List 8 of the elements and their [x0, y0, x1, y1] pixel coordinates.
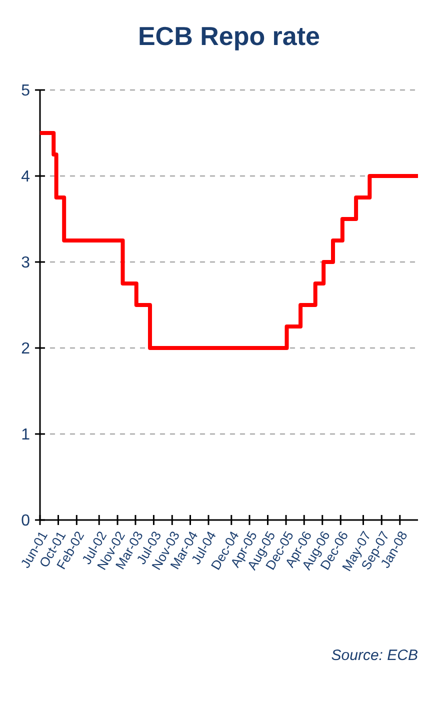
source-note: Source: ECB	[331, 647, 418, 664]
y-tick-label: 3	[21, 254, 30, 272]
y-tick-label: 0	[21, 512, 30, 530]
y-tick-label: 5	[21, 82, 30, 100]
y-tick-label: 4	[21, 168, 30, 186]
y-tick-label: 2	[21, 340, 30, 358]
y-tick-label: 1	[21, 426, 30, 444]
chart-title: ECB Repo rate	[138, 21, 320, 51]
